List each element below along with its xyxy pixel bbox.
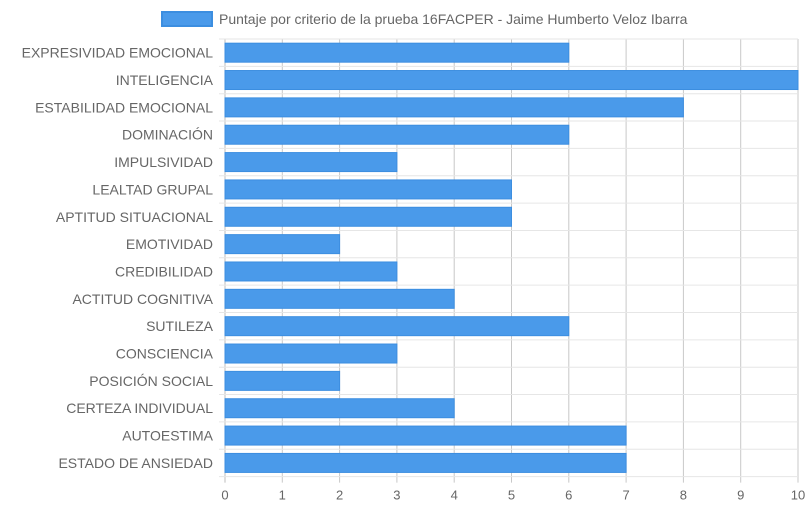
category-label: POSICIÓN SOCIAL [89,373,213,389]
category-label: ESTABILIDAD EMOCIONAL [35,99,213,115]
x-tick-label: 5 [508,488,515,503]
category-label: SUTILEZA [146,318,214,334]
bar[interactable] [224,152,398,173]
x-tick-label: 10 [791,488,805,503]
bar[interactable] [224,70,799,91]
bar[interactable] [224,370,341,391]
x-tick-label: 0 [221,488,228,503]
bar[interactable] [224,425,627,446]
category-label: ACTITUD COGNITIVA [72,291,213,307]
x-tick-label: 8 [680,488,687,503]
category-label: LEALTAD GRUPAL [92,181,213,197]
bar[interactable] [224,316,570,337]
legend[interactable]: Puntaje por criterio de la prueba 16FACP… [161,11,688,27]
bar[interactable] [224,261,398,282]
bar[interactable] [224,398,455,419]
category-label: CONSCIENCIA [116,346,214,362]
category-label: IMPULSIVIDAD [114,154,213,170]
category-label: DOMINACIÓN [122,127,213,143]
x-tick-label: 2 [336,488,343,503]
category-label: EXPRESIVIDAD EMOCIONAL [22,45,214,61]
bar[interactable] [224,97,684,118]
x-tick-label: 9 [737,488,744,503]
bar[interactable] [224,288,455,309]
x-tick-label: 1 [279,488,286,503]
category-label: APTITUD SITUACIONAL [56,209,213,225]
bar[interactable] [224,452,627,473]
category-label: EMOTIVIDAD [126,236,213,252]
bar[interactable] [224,234,341,255]
category-label: ESTADO DE ANSIEDAD [58,455,213,471]
category-labels: EXPRESIVIDAD EMOCIONAL INTELIGENCIA ESTABI… [22,45,214,471]
legend-swatch[interactable] [161,11,213,27]
bars [224,42,799,473]
x-axis-ticks: 0 1 2 3 4 5 6 7 8 9 10 [221,488,805,503]
bar[interactable] [224,42,570,63]
bar[interactable] [224,343,398,364]
category-label: INTELIGENCIA [116,72,214,88]
bar[interactable] [224,206,512,227]
category-label: CERTEZA INDIVIDUAL [66,400,213,416]
category-label: CREDIBILIDAD [115,263,213,279]
x-tick-label: 4 [451,488,458,503]
x-tick-label: 7 [622,488,629,503]
legend-label[interactable]: Puntaje por criterio de la prueba 16FACP… [219,11,688,27]
category-label: AUTOESTIMA [122,428,213,444]
bar[interactable] [224,179,512,200]
bar[interactable] [224,124,570,145]
x-tick-label: 6 [565,488,572,503]
x-tick-label: 3 [393,488,400,503]
